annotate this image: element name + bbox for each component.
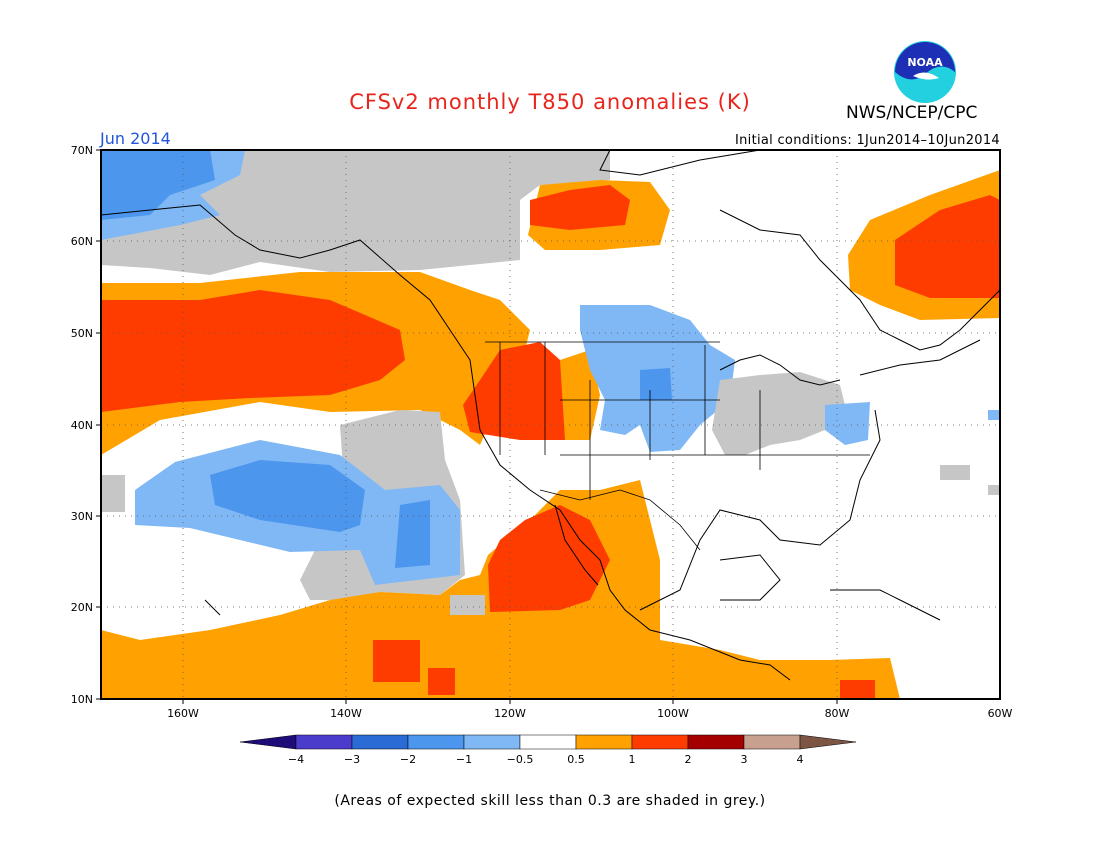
anomaly-field <box>101 150 1000 699</box>
colorbar <box>239 734 857 750</box>
red-region-labrador <box>895 195 1000 298</box>
forecast-period: Jun 2014 <box>100 129 171 148</box>
colorbar-label: 2 <box>685 753 692 766</box>
lat-tick-label: 60N <box>71 235 93 248</box>
grey-skill-west <box>101 475 125 512</box>
grey-skill-alaska <box>101 150 610 275</box>
colorbar-swatch <box>295 734 353 750</box>
colorbar-arrow-left <box>239 734 297 750</box>
initial-conditions: Initial conditions: 1Jun2014–10Jun2014 <box>734 133 1000 148</box>
colorbar-swatch <box>463 734 521 750</box>
colorbar-swatch <box>575 734 633 750</box>
lat-axis: 70N 60N 50N 40N 30N 20N 10N <box>71 144 101 706</box>
colorbar-swatch <box>687 734 745 750</box>
blue-core-subtropical <box>210 460 365 532</box>
blue-core-plains <box>640 368 672 400</box>
grey-skill-hawaii-east <box>450 595 485 615</box>
colorbar-label: 3 <box>741 753 748 766</box>
lon-tick-label: 160W <box>167 707 199 720</box>
lat-tick-label: 50N <box>71 327 93 340</box>
colorbar-swatch <box>519 734 577 750</box>
red-patch-2 <box>428 668 455 695</box>
lon-tick-label: 100W <box>657 707 689 720</box>
colorbar-swatch <box>631 734 689 750</box>
noaa-logo-text: NOAA <box>907 56 943 69</box>
red-patch-1 <box>373 640 420 682</box>
colorbar-swatch <box>743 734 801 750</box>
red-patch-3 <box>840 680 875 699</box>
blue-region-atlantic <box>988 410 1000 420</box>
colorbar-label: 4 <box>797 753 804 766</box>
colorbar-label: 0.5 <box>567 753 585 766</box>
colorbar-swatch <box>351 734 409 750</box>
borders <box>485 341 870 551</box>
lon-tick-label: 120W <box>494 707 526 720</box>
lat-tick-label: 10N <box>71 693 93 706</box>
noaa-logo-icon: NOAA <box>894 41 956 103</box>
chart-title: CFSv2 monthly T850 anomalies (K) <box>349 90 751 114</box>
colorbar-label: −3 <box>344 753 360 766</box>
lon-tick-label: 140W <box>330 707 362 720</box>
colorbar-swatch <box>407 734 465 750</box>
lon-tick-label: 60W <box>988 707 1013 720</box>
grey-skill-atlantic <box>940 465 970 480</box>
lon-tick-label: 80W <box>825 707 850 720</box>
red-region-arctic <box>530 185 630 230</box>
red-region-west-us <box>463 342 590 440</box>
blue-core-subtropical-2 <box>395 500 430 568</box>
lat-tick-label: 20N <box>71 601 93 614</box>
colorbar-label: −0.5 <box>507 753 534 766</box>
red-region-north-pacific <box>101 290 405 412</box>
colorbar-labels: −4 −3 −2 −1 −0.5 0.5 1 2 3 4 <box>288 753 804 766</box>
grey-skill-atlantic-2 <box>988 485 1000 495</box>
coastlines <box>101 150 1000 681</box>
colorbar-label: 1 <box>629 753 636 766</box>
agency-label: NWS/NCEP/CPC <box>846 103 978 123</box>
blue-region-east-coast <box>825 402 870 445</box>
lat-tick-label: 70N <box>71 144 93 157</box>
lat-tick-label: 40N <box>71 419 93 432</box>
blue-region-bering-core <box>101 150 215 220</box>
colorbar-label: −4 <box>288 753 304 766</box>
skill-footnote: (Areas of expected skill less than 0.3 a… <box>334 793 766 809</box>
red-region-baja <box>488 505 610 612</box>
lat-tick-label: 30N <box>71 510 93 523</box>
colorbar-arrow-right <box>799 734 857 750</box>
grey-skill-great-lakes <box>712 372 845 455</box>
lon-axis: 160W 140W 120W 100W 80W 60W <box>167 699 1013 720</box>
colorbar-label: −1 <box>456 753 472 766</box>
colorbar-label: −2 <box>400 753 416 766</box>
